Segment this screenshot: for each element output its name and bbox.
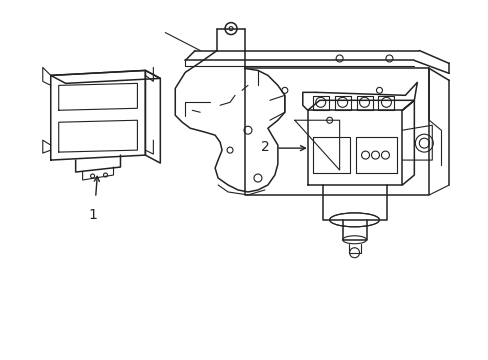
Text: 1: 1 xyxy=(88,208,97,222)
Text: 2: 2 xyxy=(261,140,269,154)
